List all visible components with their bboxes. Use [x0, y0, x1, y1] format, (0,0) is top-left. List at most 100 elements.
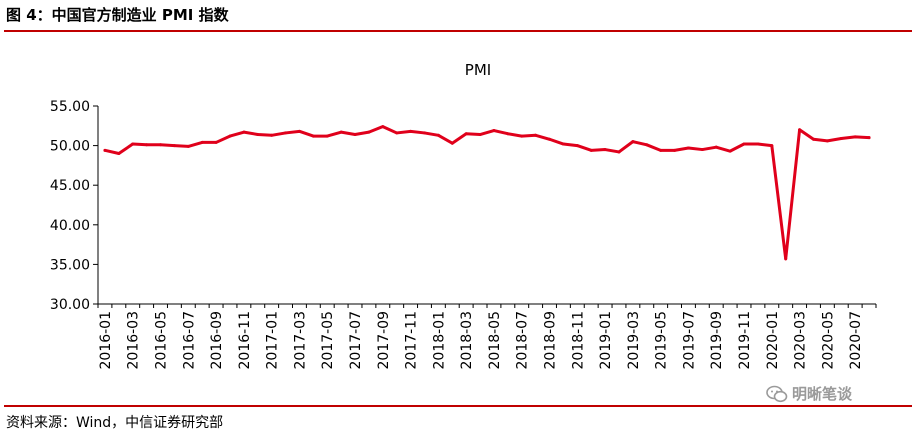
x-tick-label: 2020-03	[793, 311, 809, 370]
top-rule	[4, 30, 912, 32]
data-point	[256, 133, 260, 137]
data-point	[270, 133, 274, 137]
data-point	[186, 144, 190, 148]
data-point	[798, 128, 802, 132]
data-point	[714, 145, 718, 149]
y-tick-label: 55.00	[50, 99, 90, 115]
x-tick-label: 2018-03	[459, 311, 475, 370]
data-point	[784, 257, 788, 261]
data-point	[353, 133, 357, 137]
data-point	[297, 129, 301, 133]
x-tick-label: 2016-03	[126, 311, 142, 370]
y-tick-label: 50.00	[50, 139, 90, 155]
data-point	[770, 144, 774, 148]
data-point	[339, 130, 343, 134]
x-tick-label: 2018-11	[570, 311, 586, 370]
x-tick-label: 2019-01	[598, 311, 614, 370]
figure-title: 图 4：中国官方制造业 PMI 指数	[6, 6, 229, 24]
data-point	[200, 140, 204, 144]
x-tick-label: 2019-05	[654, 311, 670, 370]
data-point	[478, 133, 482, 137]
data-point	[561, 142, 565, 146]
x-tick-label: 2018-05	[487, 311, 503, 370]
data-point	[520, 134, 524, 138]
data-point	[409, 129, 413, 133]
bottom-rule	[4, 405, 912, 407]
x-tick-label: 2020-05	[820, 311, 836, 370]
x-tick-label: 2016-09	[209, 311, 225, 370]
data-point	[159, 143, 163, 147]
data-point	[284, 131, 288, 135]
data-point	[311, 134, 315, 138]
wechat-icon	[766, 385, 788, 402]
x-tick-label: 2019-11	[737, 311, 753, 370]
x-tick-label: 2018-07	[515, 311, 531, 370]
data-point	[145, 143, 149, 147]
data-point	[742, 142, 746, 146]
watermark-text: 明晰笔谈	[792, 385, 853, 403]
data-point	[728, 149, 732, 153]
data-point	[603, 148, 607, 152]
x-tick-label: 2016-05	[154, 311, 170, 370]
data-point	[811, 137, 815, 141]
data-point	[381, 125, 385, 129]
data-point	[853, 135, 857, 139]
x-tick-label: 2016-07	[181, 311, 197, 370]
x-tick-label: 2017-07	[348, 311, 364, 370]
x-tick-label: 2016-11	[237, 311, 253, 370]
x-tick-label: 2016-01	[98, 311, 114, 370]
data-point	[492, 129, 496, 133]
data-point	[367, 130, 371, 134]
x-tick-label: 2018-01	[431, 311, 447, 370]
data-point	[700, 148, 704, 152]
data-point	[395, 131, 399, 135]
data-point	[589, 148, 593, 152]
x-tick-label: 2020-01	[765, 311, 781, 370]
data-point	[686, 146, 690, 150]
y-tick-label: 40.00	[50, 218, 90, 234]
data-point	[103, 148, 107, 152]
source-note: 资料来源：Wind，中信证券研究部	[6, 415, 224, 431]
data-point	[436, 133, 440, 137]
data-point	[534, 133, 538, 137]
data-point	[450, 141, 454, 145]
data-point	[506, 132, 510, 136]
data-point	[673, 148, 677, 152]
data-point	[825, 139, 829, 143]
data-point	[548, 137, 552, 141]
x-tick-label: 2017-11	[404, 311, 420, 370]
x-tick-label: 2017-03	[292, 311, 308, 370]
y-axis: 55.00 50.00 45.00 40.00 35.00 30.00	[50, 99, 99, 313]
data-point	[172, 144, 176, 148]
watermark: 明晰笔谈	[766, 383, 852, 404]
x-tick-label: 2018-09	[543, 311, 559, 370]
series-layer	[103, 125, 871, 261]
data-point	[228, 134, 232, 138]
data-point	[839, 136, 843, 140]
x-tick-label: 2019-07	[681, 311, 697, 370]
pmi-chart: PMI 55.00 50.00 45.00 40.00 35.00 30.00 2016-…	[50, 61, 877, 370]
data-point	[645, 143, 649, 147]
x-tick-label: 2017-05	[320, 311, 336, 370]
chart-title: PMI	[465, 61, 491, 79]
y-tick-label: 30.00	[50, 297, 90, 313]
y-tick-label: 45.00	[50, 178, 90, 194]
data-point	[756, 142, 760, 146]
data-point	[214, 140, 218, 144]
x-tick-label: 2019-03	[626, 311, 642, 370]
data-point	[464, 132, 468, 136]
data-point	[575, 144, 579, 148]
data-point	[117, 152, 121, 156]
data-point	[131, 142, 135, 146]
x-tick-label: 2017-09	[376, 311, 392, 370]
data-point	[867, 136, 871, 140]
data-point	[659, 148, 663, 152]
x-tick-label: 2019-09	[709, 311, 725, 370]
data-point	[617, 150, 621, 154]
data-point	[325, 134, 329, 138]
x-tick-label: 2020-07	[848, 311, 864, 370]
y-tick-label: 35.00	[50, 257, 90, 273]
data-point	[242, 130, 246, 134]
data-point	[422, 131, 426, 135]
pmi-series-line	[103, 125, 871, 261]
